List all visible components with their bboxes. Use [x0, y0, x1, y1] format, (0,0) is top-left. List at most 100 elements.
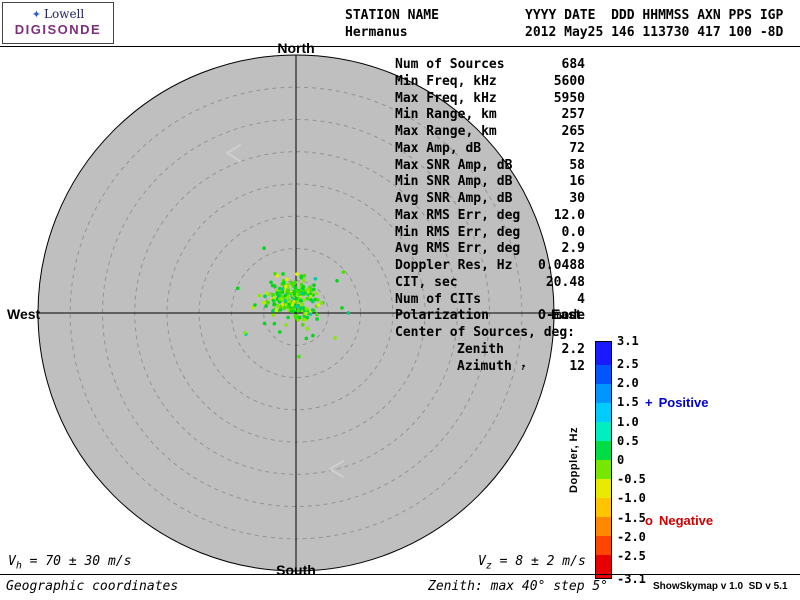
- circle-marker-icon: o: [645, 513, 653, 528]
- doppler-colorbar: [595, 341, 612, 579]
- stat-row: Max RMS Err, deg 12.0: [395, 208, 585, 225]
- stat-label: Avg SNR Amp, dB: [395, 191, 513, 206]
- colorbar-band: [596, 383, 611, 403]
- source-dot: [308, 312, 313, 316]
- vz-subscript: z: [485, 560, 492, 572]
- stat-value: 58: [569, 157, 585, 173]
- source-dot: [287, 299, 292, 304]
- stat-row: Polarization O-mode: [395, 308, 585, 325]
- source-dot: [280, 287, 285, 291]
- colorbar-band: [596, 517, 611, 537]
- colorbar-band: [596, 402, 611, 422]
- source-dot: [251, 305, 255, 310]
- stat-row: Min RMS Err, deg 0.0: [395, 225, 585, 242]
- source-dot: [257, 293, 262, 298]
- colorbar-tick-label: -3.1: [617, 572, 646, 586]
- stat-row: Doppler Res, Hz 0.0488: [395, 258, 585, 275]
- source-dot: [262, 321, 267, 326]
- compass-south-label: South: [276, 562, 316, 578]
- source-dot: [311, 333, 315, 338]
- stat-value: 2.9: [561, 241, 585, 257]
- stat-label: Polarization: [395, 308, 489, 324]
- source-dot: [278, 307, 283, 312]
- stat-label: Azimuth ↑: [457, 359, 527, 377]
- stat-label: Min Freq, kHz: [395, 73, 497, 89]
- source-dot: [297, 354, 301, 359]
- vh-symbol: V: [8, 554, 16, 569]
- stat-row: Zenith 2.2: [395, 342, 585, 359]
- source-dot: [281, 272, 285, 276]
- plus-marker-icon: +: [645, 395, 653, 410]
- stat-row: Avg RMS Err, deg 2.9: [395, 241, 585, 258]
- colorbar-ticks: 3.1 2.5 2.0 1.5 1.0 0.5 0 -0.5 -1.0 -1.5 -2.0 -2.5 -…: [617, 334, 659, 586]
- source-dot: [271, 309, 275, 313]
- vh-subscript: h: [15, 560, 22, 572]
- negative-legend: o Negative: [645, 513, 713, 528]
- source-dot: [314, 291, 319, 296]
- zenith-scale-note: Zenith: max 40° step 5°: [428, 579, 609, 594]
- stat-row: Num of CITs 4: [395, 292, 585, 309]
- negative-label: Negative: [658, 513, 714, 528]
- stat-label: Doppler Res, Hz: [395, 258, 513, 273]
- stat-label: Avg RMS Err, deg: [395, 241, 521, 257]
- stat-label: Num of Sources: [395, 57, 505, 72]
- source-dot: [315, 312, 319, 317]
- source-dot: [266, 301, 270, 305]
- source-dot: [312, 287, 316, 292]
- source-dot: [284, 323, 288, 327]
- source-dot: [272, 302, 277, 306]
- source-dot: [285, 277, 289, 282]
- stat-label: Min Range, km: [395, 107, 497, 123]
- source-dot: [346, 311, 351, 315]
- source-dot: [296, 308, 301, 313]
- stat-label: Num of CITs: [395, 291, 482, 307]
- logo-lowell: ✦ Lowell: [3, 7, 113, 21]
- colorbar-band: [596, 364, 611, 384]
- source-dot: [303, 291, 307, 295]
- colorbar-tick-label: -2.0: [617, 529, 646, 544]
- source-dot: [315, 317, 319, 321]
- station-header: STATION NAME YYYY DATE DDD HHMMSS AXN PP…: [345, 7, 783, 41]
- colorbar-tick-label: 1.5: [617, 395, 639, 410]
- stat-label: Min SNR Amp, dB: [395, 174, 513, 190]
- colorbar-tick-label: 2.0: [617, 376, 639, 391]
- stats-center-header: Center of Sources, deg:: [395, 325, 576, 340]
- source-dot: [277, 286, 282, 291]
- colorbar-band: [596, 440, 611, 460]
- source-dot: [293, 313, 298, 318]
- source-dot: [295, 304, 299, 309]
- colorbar-tick-label: 0: [617, 453, 625, 467]
- source-dot: [300, 302, 305, 306]
- star-icon: ✦: [31, 8, 41, 21]
- coordinates-note: Geographic coordinates: [6, 579, 179, 594]
- source-dot: [304, 311, 308, 316]
- source-dot: [310, 308, 315, 312]
- colorbar-tick-label: 2.5: [617, 357, 639, 372]
- positive-label: Positive: [658, 395, 709, 410]
- header-divider: [0, 46, 800, 47]
- stat-row: Max Freq, kHz 5950: [395, 91, 585, 108]
- source-dot: [305, 327, 310, 331]
- stat-label: Max Range, km: [395, 124, 497, 139]
- source-dot: [299, 306, 304, 310]
- stat-value: 257: [561, 107, 585, 123]
- colorbar-band: [596, 555, 611, 578]
- source-dot: [264, 291, 269, 296]
- stat-row: Max Range, km 265: [395, 124, 585, 141]
- stat-value: 0.0488: [538, 258, 585, 273]
- source-dot: [297, 315, 302, 320]
- colorbar-tick-label: -0.5: [617, 472, 646, 487]
- source-dot: [341, 270, 346, 274]
- source-dot: [292, 292, 297, 296]
- source-dot: [253, 303, 257, 307]
- header-field-names: STATION NAME YYYY DATE DDD HHMMSS AXN PP…: [345, 8, 784, 23]
- stat-value: 16: [569, 174, 585, 190]
- source-dot: [335, 279, 339, 283]
- source-dot: [287, 302, 292, 306]
- lowell-digisonde-logo: ✦ Lowell DIGISONDE: [2, 2, 114, 44]
- source-dot: [304, 336, 309, 341]
- stat-row: CIT, sec 20.48: [395, 275, 585, 292]
- source-dot: [286, 295, 290, 299]
- colorbar-band: [596, 421, 611, 441]
